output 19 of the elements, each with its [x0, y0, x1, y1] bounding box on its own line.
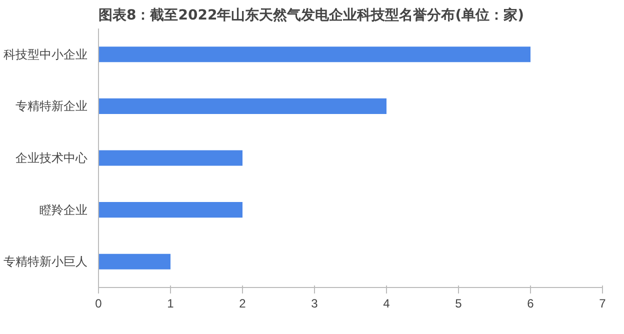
bar	[98, 150, 242, 166]
x-tick-label: 4	[383, 296, 390, 310]
x-tick-label: 1	[167, 296, 174, 310]
x-tick-label: 2	[239, 296, 246, 310]
bar	[98, 254, 170, 270]
x-tick-label: 5	[455, 296, 462, 310]
y-tick-label: 专精特新小巨人	[4, 254, 88, 269]
x-tick-label: 7	[599, 296, 606, 310]
bar	[98, 202, 242, 218]
y-tick-label: 企业技术中心	[16, 151, 88, 165]
x-tick-label: 3	[311, 296, 318, 310]
chart-title: 图表8：截至2022年山东天然气发电企业科技型名誉分布(单位：家)	[98, 6, 524, 24]
x-tick-label: 6	[527, 296, 534, 310]
bar	[98, 98, 386, 114]
y-tick-label: 科技型中小企业	[4, 47, 88, 62]
x-tick-label: 0	[95, 296, 102, 310]
bar	[98, 46, 530, 62]
y-tick-label: 专精特新企业	[16, 99, 88, 114]
y-tick-label: 瞪羚企业	[40, 202, 88, 217]
